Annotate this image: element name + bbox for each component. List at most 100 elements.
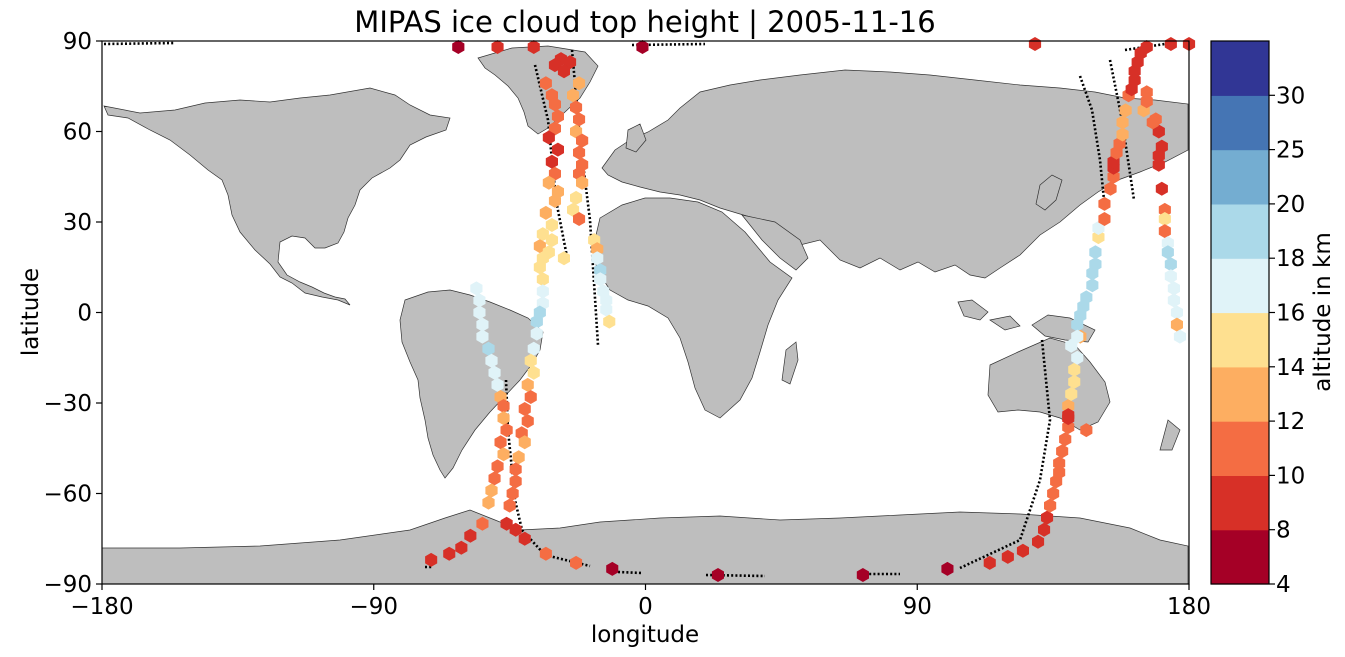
cloud-top-marker — [1053, 456, 1066, 471]
cloud-top-marker — [548, 121, 561, 136]
colorbar-tick-label: 4 — [1276, 572, 1291, 598]
cloud-top-marker — [482, 495, 495, 510]
colorbar-segment — [1211, 366, 1269, 422]
cloud-top-marker — [524, 390, 537, 404]
cloud-top-marker — [1104, 181, 1117, 196]
cloud-top-markers — [425, 37, 1196, 582]
cloud-top-marker — [494, 435, 507, 450]
cloud-top-marker — [1065, 338, 1078, 353]
cloud-top-marker — [539, 546, 552, 561]
cloud-top-marker — [1044, 498, 1057, 513]
cloud-top-marker — [527, 40, 540, 54]
cloud-top-marker — [473, 305, 486, 320]
cloud-top-marker — [521, 377, 534, 392]
cloud-top-marker — [1080, 290, 1093, 305]
cloud-top-marker — [1092, 230, 1105, 245]
cloud-top-marker — [594, 263, 607, 278]
cloud-top-marker — [1164, 269, 1177, 284]
plot-area — [101, 37, 1196, 585]
cloud-top-marker — [576, 133, 589, 148]
y-axis-label: latitude — [18, 268, 44, 356]
cloud-top-marker — [482, 341, 495, 356]
y-tick-label: 0 — [77, 301, 92, 327]
cloud-top-marker — [1161, 236, 1174, 251]
y-tick-label: −60 — [43, 482, 92, 508]
x-axis-ticks: −180 −90 0 90 180 — [70, 584, 1211, 620]
cloud-top-marker — [545, 218, 558, 232]
cloud-top-marker — [941, 561, 954, 576]
cloud-top-marker — [497, 399, 510, 413]
cloud-top-marker — [573, 112, 586, 127]
y-tick-label: 60 — [63, 120, 92, 146]
cloud-top-marker — [488, 471, 501, 486]
cloud-top-marker — [497, 447, 510, 462]
x-tick-label: 0 — [638, 594, 653, 620]
cloud-top-marker — [476, 329, 489, 344]
colorbar-tick-label: 18 — [1276, 246, 1305, 272]
cloud-top-marker — [476, 317, 489, 332]
cloud-top-marker — [1092, 221, 1105, 235]
x-axis-label: longitude — [591, 622, 699, 648]
colorbar-segment — [1211, 475, 1269, 531]
cloud-top-marker — [1140, 85, 1153, 100]
cloud-top-marker — [600, 293, 613, 308]
cloud-top-marker — [600, 302, 613, 317]
colorbar-segment — [1211, 258, 1269, 314]
cloud-top-marker — [503, 498, 516, 513]
cloud-top-marker — [1065, 387, 1078, 401]
cloud-top-marker — [551, 142, 564, 157]
cloud-top-marker — [856, 568, 869, 582]
cloud-top-marker — [606, 561, 619, 576]
cloud-top-marker — [557, 251, 570, 266]
colorbar-tick-label: 25 — [1276, 138, 1305, 164]
cloud-top-marker — [636, 40, 649, 54]
cloud-top-marker — [536, 272, 549, 287]
cloud-top-marker — [539, 205, 552, 220]
cloud-top-marker — [542, 175, 555, 190]
cloud-top-marker — [1098, 212, 1111, 226]
cloud-top-marker — [1167, 293, 1180, 308]
cloud-top-marker — [542, 130, 555, 145]
cloud-top-marker — [548, 193, 561, 208]
colorbar-tick-label: 16 — [1276, 301, 1305, 327]
colorbar-tick-label: 8 — [1276, 518, 1291, 544]
cloud-top-marker — [509, 474, 522, 489]
cloud-top-marker — [539, 76, 552, 91]
cloud-top-marker — [1068, 362, 1081, 377]
cloud-top-marker — [591, 242, 604, 257]
colorbar-segment — [1211, 41, 1269, 96]
cloud-top-marker — [545, 154, 558, 169]
cloud-top-marker — [1068, 374, 1081, 389]
cloud-top-marker — [551, 109, 564, 124]
cloud-top-marker — [983, 555, 996, 570]
cloud-top-marker — [567, 88, 580, 103]
cloud-top-marker — [485, 483, 498, 498]
cloud-top-marker — [1158, 212, 1171, 226]
cloud-top-marker — [570, 100, 583, 115]
cloud-top-marker — [1089, 245, 1102, 260]
cloud-top-marker — [1098, 196, 1111, 211]
cloud-top-marker — [570, 124, 583, 139]
cloud-top-marker — [548, 97, 561, 112]
cloud-top-marker — [573, 212, 586, 226]
cloud-top-marker — [1071, 350, 1084, 365]
cloud-top-marker — [1152, 124, 1165, 139]
cloud-top-marker — [567, 202, 580, 217]
cloud-top-marker — [497, 411, 510, 426]
cloud-top-marker — [573, 145, 586, 160]
cloud-top-marker — [548, 166, 561, 181]
cloud-top-marker — [509, 522, 522, 537]
cloud-top-marker — [1140, 94, 1153, 109]
colorbar-segment — [1211, 421, 1269, 476]
cloud-top-marker — [1041, 510, 1054, 525]
colorbar-label: altitude in km — [1310, 232, 1336, 392]
cloud-top-marker — [1001, 549, 1014, 564]
colorbar-tick-label: 14 — [1276, 355, 1305, 381]
cloud-top-marker — [1062, 408, 1075, 423]
cloud-top-marker — [1059, 432, 1072, 447]
cloud-top-marker — [603, 314, 616, 329]
y-tick-label: −30 — [43, 391, 92, 417]
cloud-top-marker — [491, 40, 504, 54]
cloud-top-marker — [1173, 329, 1186, 344]
